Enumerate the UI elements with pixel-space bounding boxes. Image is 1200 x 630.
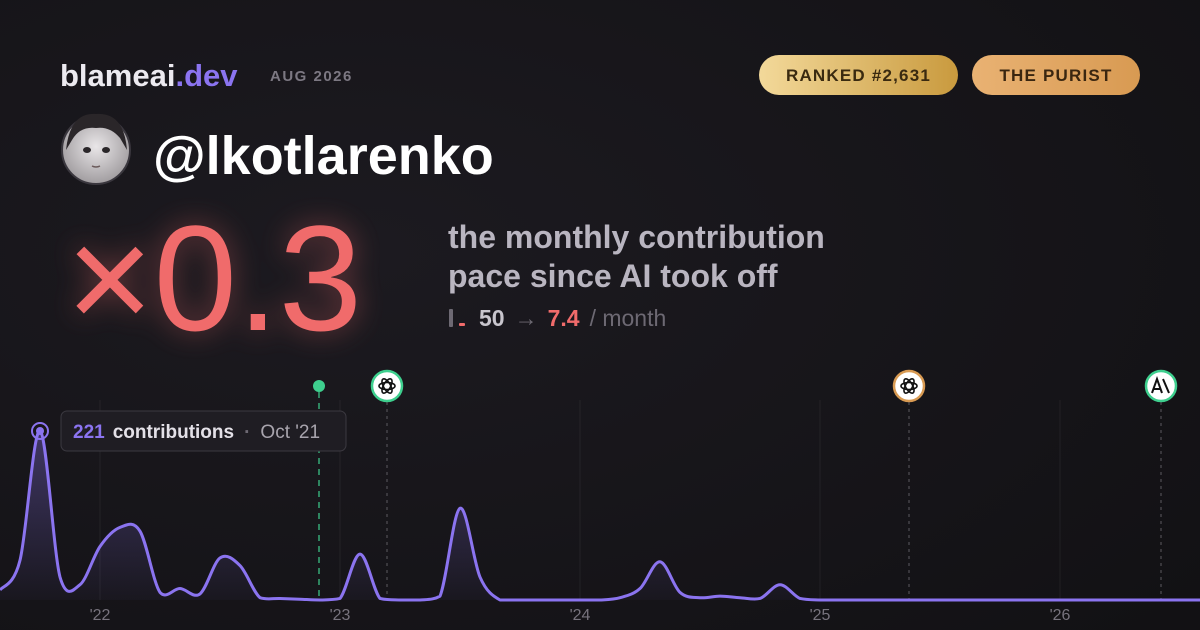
grid: '22 '23 '24 '25 '26 — [90, 400, 1071, 624]
tooltip-value: 221 — [73, 422, 105, 443]
pace-after: 7.4 — [548, 305, 580, 331]
plot: 221 contributions · Oct '21 — [0, 410, 1200, 602]
tooltip-sep: · — [244, 422, 250, 443]
area — [0, 430, 1200, 600]
pace-unit: / month — [590, 305, 667, 331]
date: AUG 2026 — [270, 68, 353, 85]
tooltip-date: Oct '21 — [260, 422, 320, 443]
title-badge — [972, 55, 1140, 95]
brand-tld: .dev — [175, 58, 238, 93]
pace: 50 → 7.4 / month — [479, 305, 666, 331]
mini-bars — [449, 309, 465, 327]
x-tick-label: '25 — [810, 607, 831, 624]
rank-badge-text: RANKED #2,631 — [786, 66, 931, 85]
peak-dot — [36, 427, 44, 435]
rank-badge — [759, 55, 958, 95]
line — [0, 429, 1200, 602]
brand: blameai.dev — [60, 58, 238, 93]
peak-ring — [31, 422, 49, 440]
pace-arrow: → — [515, 305, 538, 331]
multiplier: ×0.3 — [66, 194, 362, 362]
events — [313, 369, 1178, 600]
tooltip: 221 contributions · Oct '21 — [73, 422, 320, 443]
multiplier-glow: ×0.3 — [66, 194, 362, 362]
avatar — [61, 113, 131, 185]
x-tick-label: '23 — [330, 607, 351, 624]
caption-line: pace since AI took off — [448, 258, 778, 294]
x-tick-label: '24 — [570, 607, 591, 624]
brand-name: blameai — [60, 58, 175, 93]
caption-line: the monthly contribution — [448, 219, 825, 255]
x-tick-label: '26 — [1050, 607, 1071, 624]
pace-before: 50 — [479, 305, 505, 331]
tooltip-label: contributions — [113, 422, 234, 443]
title-badge-text: THE PURIST — [999, 66, 1112, 85]
x-tick-label: '22 — [90, 607, 111, 624]
tooltip-box — [60, 410, 347, 452]
handle: @lkotlarenko — [153, 126, 494, 186]
